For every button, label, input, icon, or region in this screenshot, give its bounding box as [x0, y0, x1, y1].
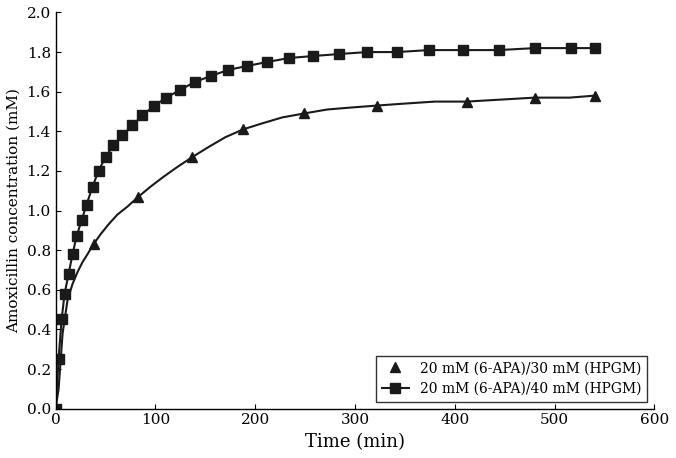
- 20 mM (6-APA)/40 mM (HPGM): [139, 113, 147, 118]
- X-axis label: Time (min): Time (min): [305, 433, 405, 451]
- 20 mM (6-APA)/40 mM (HPGM): [78, 218, 86, 223]
- 20 mM (6-APA)/40 mM (HPGM): [208, 73, 216, 79]
- 20 mM (6-APA)/40 mM (HPGM): [57, 317, 66, 322]
- 20 mM (6-APA)/40 mM (HPGM): [531, 45, 539, 51]
- 20 mM (6-APA)/30 mM (HPGM): [531, 95, 539, 100]
- 20 mM (6-APA)/30 mM (HPGM): [89, 241, 97, 247]
- 20 mM (6-APA)/40 mM (HPGM): [95, 168, 103, 174]
- 20 mM (6-APA)/40 mM (HPGM): [335, 51, 343, 57]
- 20 mM (6-APA)/40 mM (HPGM): [425, 47, 433, 53]
- 20 mM (6-APA)/40 mM (HPGM): [243, 63, 251, 69]
- Legend: 20 mM (6-APA)/30 mM (HPGM), 20 mM (6-APA)/40 mM (HPGM): 20 mM (6-APA)/30 mM (HPGM), 20 mM (6-APA…: [376, 356, 648, 402]
- 20 mM (6-APA)/40 mM (HPGM): [118, 132, 126, 138]
- 20 mM (6-APA)/30 mM (HPGM): [135, 194, 143, 199]
- 20 mM (6-APA)/40 mM (HPGM): [68, 251, 76, 257]
- 20 mM (6-APA)/40 mM (HPGM): [263, 59, 271, 65]
- 20 mM (6-APA)/40 mM (HPGM): [55, 356, 63, 362]
- 20 mM (6-APA)/40 mM (HPGM): [309, 53, 317, 59]
- 20 mM (6-APA)/40 mM (HPGM): [191, 79, 199, 85]
- 20 mM (6-APA)/40 mM (HPGM): [363, 49, 371, 55]
- 20 mM (6-APA)/40 mM (HPGM): [64, 271, 72, 277]
- 20 mM (6-APA)/40 mM (HPGM): [101, 154, 110, 160]
- 20 mM (6-APA)/40 mM (HPGM): [162, 95, 170, 100]
- 20 mM (6-APA)/30 mM (HPGM): [239, 126, 247, 132]
- 20 mM (6-APA)/40 mM (HPGM): [224, 67, 233, 73]
- 20 mM (6-APA)/30 mM (HPGM): [300, 111, 308, 116]
- 20 mM (6-APA)/30 mM (HPGM): [51, 406, 59, 411]
- Line: 20 mM (6-APA)/40 mM (HPGM): 20 mM (6-APA)/40 mM (HPGM): [51, 43, 600, 414]
- 20 mM (6-APA)/40 mM (HPGM): [82, 202, 91, 207]
- 20 mM (6-APA)/40 mM (HPGM): [89, 184, 97, 190]
- 20 mM (6-APA)/40 mM (HPGM): [61, 291, 69, 296]
- 20 mM (6-APA)/40 mM (HPGM): [591, 45, 599, 51]
- 20 mM (6-APA)/30 mM (HPGM): [189, 154, 197, 160]
- 20 mM (6-APA)/40 mM (HPGM): [459, 47, 467, 53]
- 20 mM (6-APA)/30 mM (HPGM): [463, 99, 471, 104]
- 20 mM (6-APA)/40 mM (HPGM): [285, 55, 293, 61]
- 20 mM (6-APA)/30 mM (HPGM): [591, 93, 599, 98]
- 20 mM (6-APA)/40 mM (HPGM): [150, 103, 158, 108]
- 20 mM (6-APA)/40 mM (HPGM): [176, 87, 185, 93]
- Y-axis label: Amoxicillin concentration (mM): Amoxicillin concentration (mM): [7, 88, 21, 333]
- 20 mM (6-APA)/40 mM (HPGM): [72, 234, 80, 239]
- 20 mM (6-APA)/40 mM (HPGM): [110, 142, 118, 148]
- 20 mM (6-APA)/40 mM (HPGM): [51, 406, 59, 411]
- 20 mM (6-APA)/30 mM (HPGM): [373, 103, 381, 108]
- Line: 20 mM (6-APA)/30 mM (HPGM): 20 mM (6-APA)/30 mM (HPGM): [51, 91, 600, 414]
- 20 mM (6-APA)/40 mM (HPGM): [128, 123, 137, 128]
- 20 mM (6-APA)/40 mM (HPGM): [566, 45, 575, 51]
- 20 mM (6-APA)/40 mM (HPGM): [393, 49, 401, 55]
- 20 mM (6-APA)/40 mM (HPGM): [495, 47, 503, 53]
